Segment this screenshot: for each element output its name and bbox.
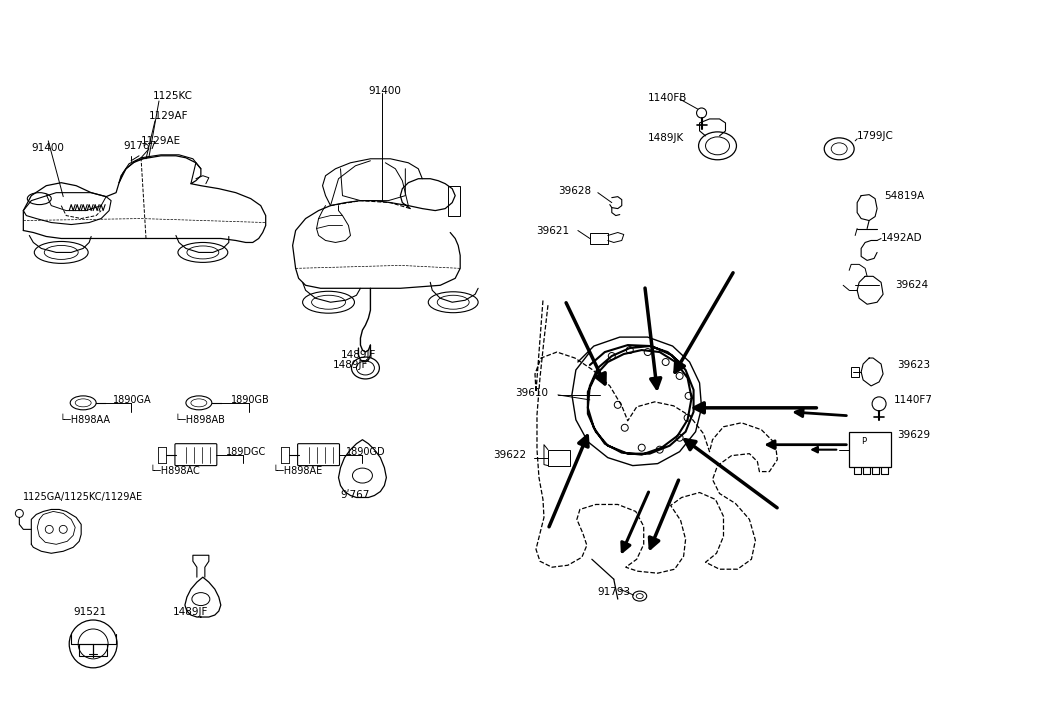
Text: 1489JK: 1489JK <box>647 133 684 143</box>
Text: 39622: 39622 <box>493 450 526 459</box>
Text: 1890GD: 1890GD <box>345 446 385 457</box>
Text: 1489JF: 1489JF <box>173 607 208 617</box>
Text: 39610: 39610 <box>516 388 549 398</box>
Text: └─H898AA: └─H898AA <box>60 415 111 425</box>
Text: 91767: 91767 <box>123 141 156 151</box>
Text: 1129AE: 1129AE <box>141 136 181 146</box>
Text: 39623: 39623 <box>897 360 930 370</box>
Bar <box>79 644 107 656</box>
Text: 1489JF: 1489JF <box>333 360 368 370</box>
Text: 39629: 39629 <box>897 430 930 440</box>
Text: 1799JC: 1799JC <box>857 131 894 141</box>
Text: └─H898AC: └─H898AC <box>149 465 200 475</box>
Text: 91400: 91400 <box>369 86 402 96</box>
Bar <box>851 367 859 377</box>
Text: 91400: 91400 <box>31 142 64 153</box>
Text: 1890GA: 1890GA <box>113 395 152 405</box>
Text: 1140F7: 1140F7 <box>894 395 933 405</box>
Bar <box>849 432 891 467</box>
Bar <box>449 185 460 216</box>
Text: 1125KC: 1125KC <box>153 91 193 101</box>
Text: 1140FB: 1140FB <box>647 93 687 103</box>
Text: 54819A: 54819A <box>884 190 925 201</box>
Text: 1129AF: 1129AF <box>149 111 188 121</box>
Text: └─H898AE: └─H898AE <box>273 465 323 475</box>
Bar <box>590 233 608 244</box>
Text: 189DGC: 189DGC <box>225 446 266 457</box>
Text: 1890GB: 1890GB <box>231 395 270 405</box>
Bar <box>547 450 570 465</box>
Text: P: P <box>861 437 866 446</box>
Text: 1125GA/1125KC/1129AE: 1125GA/1125KC/1129AE <box>23 491 144 502</box>
Text: 91521: 91521 <box>73 607 106 617</box>
Text: 39624: 39624 <box>895 281 928 290</box>
Text: 91793: 91793 <box>597 587 631 597</box>
Text: 9ʹ767: 9ʹ767 <box>340 489 370 499</box>
Text: 1489JF: 1489JF <box>340 350 376 360</box>
Text: 39628: 39628 <box>558 185 591 196</box>
Text: 1492AD: 1492AD <box>881 233 923 243</box>
Text: 39621: 39621 <box>536 225 569 236</box>
Text: └─H898AB: └─H898AB <box>175 415 225 425</box>
